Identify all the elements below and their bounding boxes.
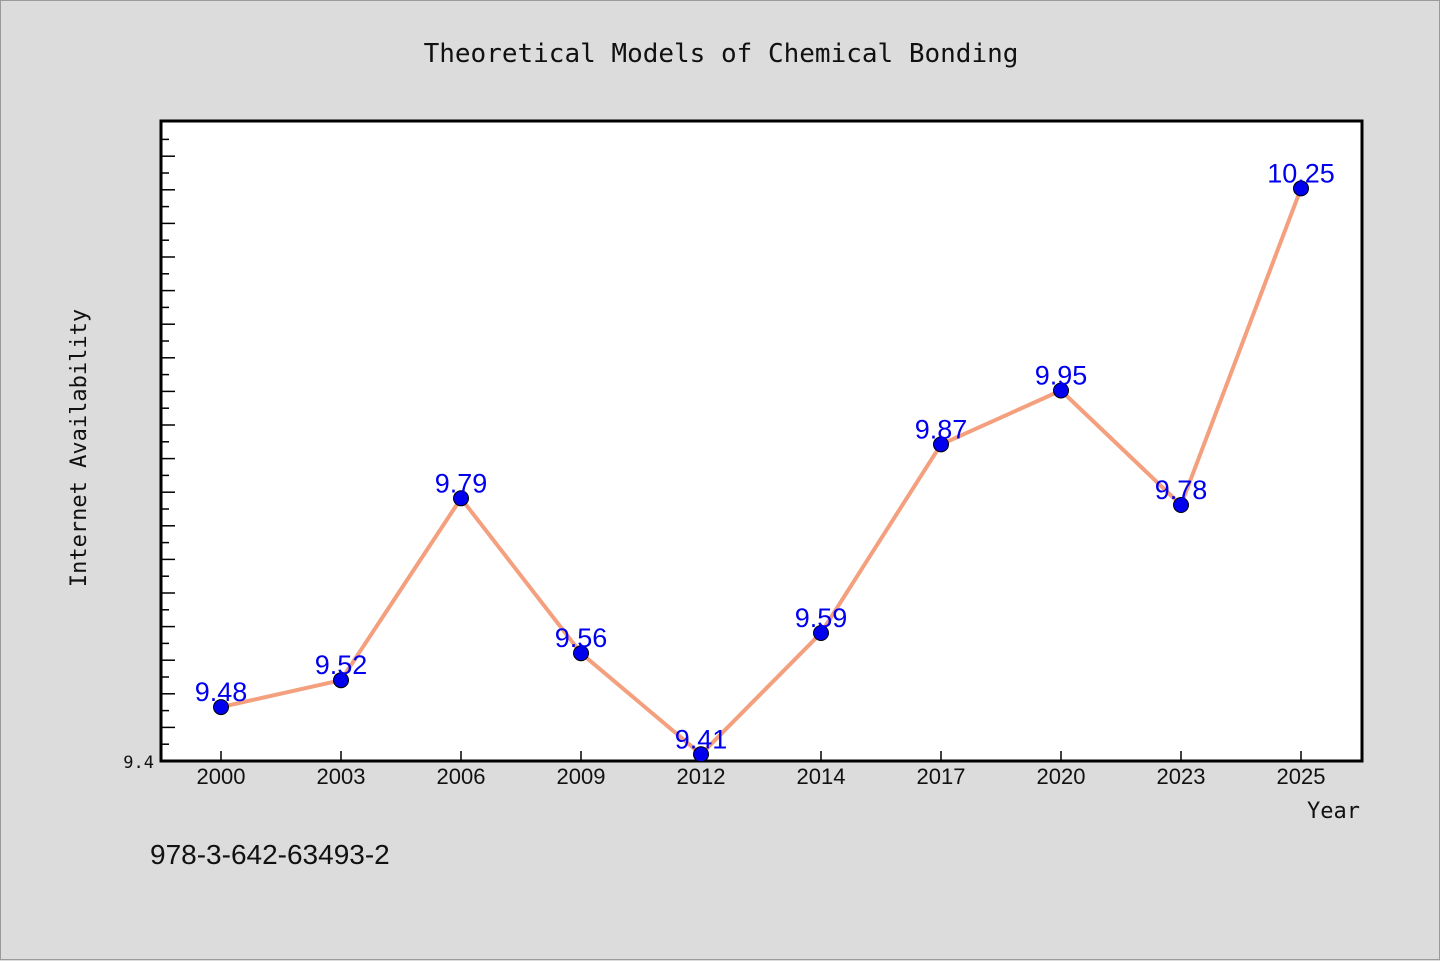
data-label: 9.52: [315, 650, 368, 680]
data-label: 9.78: [1155, 475, 1208, 505]
x-tick-label: 2025: [1277, 764, 1326, 789]
series-line: [220, 187, 1303, 757]
data-labels: 9.48 9.52 9.79 9.56 9.41 9.59 9.87 9.95 9.78 10.2…: [195, 158, 1335, 754]
x-tick-label: 2012: [677, 764, 726, 789]
x-tick-label: 2003: [317, 764, 366, 789]
data-label: 9.87: [915, 414, 968, 444]
data-label: 9.59: [795, 603, 848, 633]
x-tick-label: 2000: [197, 764, 246, 789]
data-point: [573, 645, 589, 662]
y-axis-label: Internet Availability: [67, 309, 92, 587]
data-label: 9.48: [195, 677, 248, 707]
data-label: 10.25: [1267, 158, 1335, 188]
x-tick-label: 2020: [1037, 764, 1086, 789]
data-point: [1173, 497, 1189, 513]
data-point: [213, 699, 229, 716]
data-point: [813, 625, 829, 641]
data-label: 9.56: [555, 623, 608, 653]
data-point: [453, 490, 469, 507]
data-point: [333, 672, 349, 689]
chart-title: Theoretical Models of Chemical Bonding: [424, 39, 1019, 69]
x-tick-label: 2017: [917, 764, 966, 789]
data-points: [213, 180, 1309, 763]
data-label: 9.79: [435, 468, 488, 498]
x-tick-label: 2006: [437, 764, 486, 789]
y-axis-ticks: [161, 138, 175, 745]
x-tick-label: 2023: [1157, 764, 1206, 789]
isbn-text: 978-3-642-63493-2: [150, 839, 390, 870]
x-tick-labels: 2000 2003 2006 2009 2012 2014 2017 2020 2023 2025: [197, 764, 1326, 789]
data-point: [1053, 382, 1069, 399]
data-label: 9.95: [1035, 361, 1088, 391]
x-tick-label: 2009: [557, 764, 606, 789]
data-label: 9.41: [675, 724, 728, 754]
x-axis-label: Year: [1307, 799, 1360, 824]
plot-area: [159, 119, 1364, 763]
data-point: [1293, 180, 1309, 197]
y-tick-label: 9.4: [123, 753, 154, 773]
data-point: [693, 746, 709, 763]
data-point: [933, 436, 949, 453]
x-tick-label: 2014: [797, 764, 846, 789]
